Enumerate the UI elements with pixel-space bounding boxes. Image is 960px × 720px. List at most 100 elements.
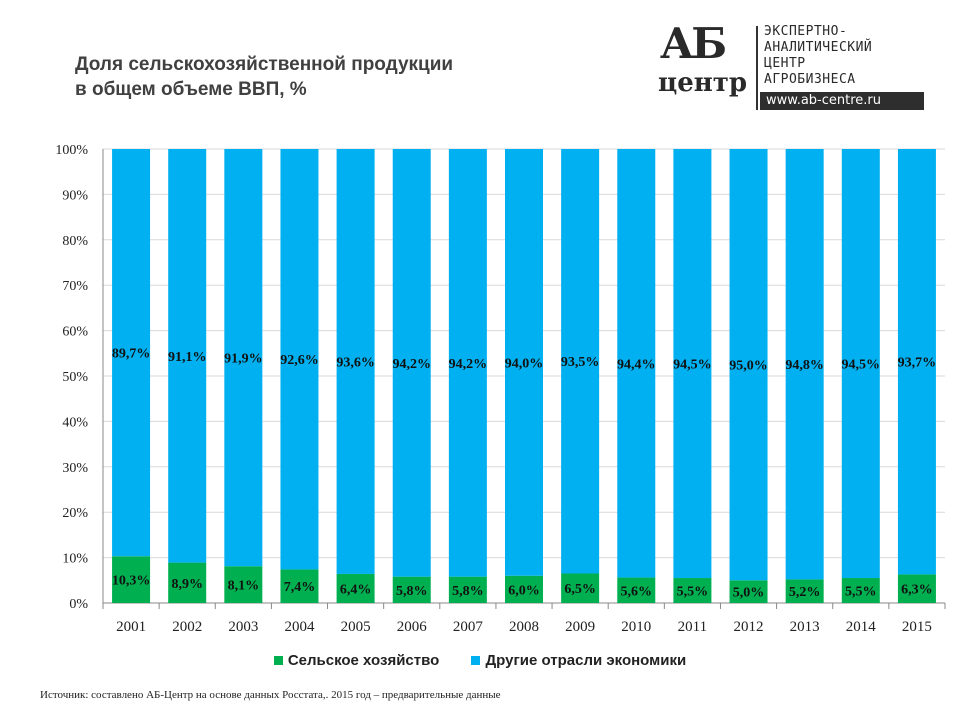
data-label: 6,3% (901, 583, 933, 598)
bar-agriculture (168, 562, 207, 603)
bar-other (785, 149, 824, 580)
x-tick-label: 2005 (341, 619, 371, 635)
x-tick-label: 2004 (284, 619, 315, 635)
bar-agriculture (112, 556, 151, 603)
y-tick-label: 20% (62, 506, 88, 521)
data-label: 94,5% (673, 358, 712, 373)
logo-line-1: ЭКСПЕРТНО- (764, 24, 848, 39)
y-tick-label: 50% (62, 370, 88, 385)
bar-other (224, 149, 263, 567)
data-label: 94,4% (617, 357, 656, 372)
logo-line-3: ЦЕНТР (764, 56, 806, 71)
data-label: 91,9% (224, 352, 263, 367)
title-line-1: Доля сельскохозяйственной продукции (75, 54, 454, 75)
bar-other (280, 149, 319, 570)
y-tick-label: 0% (69, 597, 88, 612)
bar-agriculture (224, 566, 263, 603)
bar-agriculture (841, 578, 880, 603)
data-label: 6,5% (564, 582, 596, 597)
x-tick-label: 2009 (565, 619, 595, 635)
legend-item-other: Другие отрасли экономики (471, 652, 686, 669)
y-tick-label: 10% (62, 552, 88, 567)
bar-other (336, 149, 375, 574)
data-label: 94,8% (785, 358, 824, 373)
x-tick-label: 2002 (172, 619, 202, 635)
bar-other (112, 149, 151, 557)
data-label: 94,2% (449, 357, 488, 372)
bar-agriculture (280, 569, 319, 603)
bar-other (673, 149, 712, 579)
data-label: 94,2% (392, 357, 431, 372)
data-label: 94,0% (505, 356, 544, 371)
bar-other (729, 149, 768, 581)
logo-text: ЭКСПЕРТНО- АНАЛИТИЧЕСКИЙ ЦЕНТР АГРОБИЗНЕ… (764, 24, 872, 88)
bar-agriculture (617, 577, 656, 603)
y-tick-label: 60% (62, 325, 88, 340)
y-tick-label: 90% (62, 188, 88, 203)
y-tick-label: 80% (62, 234, 88, 249)
x-tick-label: 2006 (397, 619, 428, 635)
bar-other (897, 149, 936, 575)
source-note: Источник: составлено АБ-Центр на основе … (40, 689, 501, 701)
data-label: 5,5% (845, 585, 877, 600)
logo-url: www.ab-centre.ru (760, 92, 924, 110)
x-tick-label: 2015 (902, 619, 932, 635)
bar-agriculture (448, 576, 487, 603)
legend-label: Другие отрасли экономики (485, 652, 687, 669)
bar-other (561, 149, 600, 574)
legend-swatch (471, 656, 481, 665)
data-label: 5,5% (677, 585, 709, 600)
y-tick-label: 40% (62, 415, 88, 430)
bar-other (448, 149, 487, 577)
bar-agriculture (392, 576, 431, 603)
bar-agriculture (729, 580, 768, 603)
data-label: 93,7% (898, 356, 937, 371)
bar-agriculture (505, 575, 543, 603)
bar-other (505, 149, 543, 576)
logo-mark: АБ (660, 19, 727, 68)
data-label: 92,6% (280, 353, 319, 368)
ab-centre-logo: АБ центр ЭКСПЕРТНО- АНАЛИТИЧЕСКИЙ ЦЕНТР … (656, 22, 926, 114)
data-label: 91,1% (168, 350, 207, 365)
bar-other (168, 149, 207, 563)
legend-item-agriculture: Сельское хозяйство (273, 652, 440, 669)
bar-other (617, 149, 656, 578)
data-label: 5,6% (621, 584, 653, 599)
bar-other (841, 149, 880, 579)
x-tick-label: 2008 (509, 619, 539, 635)
data-label: 8,9% (171, 577, 203, 592)
chart-title: Доля сельскохозяйственной продукции в об… (75, 52, 453, 102)
y-tick-label: 70% (62, 279, 88, 294)
y-tick-label: 100% (55, 143, 88, 158)
data-label: 7,4% (284, 580, 316, 595)
bar-agriculture (673, 578, 712, 603)
bar-other (392, 149, 431, 577)
data-label: 10,3% (112, 574, 151, 589)
data-label: 6,4% (340, 582, 372, 597)
x-tick-label: 2013 (790, 619, 820, 635)
logo-divider (756, 26, 758, 110)
data-label: 95,0% (729, 359, 768, 374)
bar-agriculture (785, 579, 824, 603)
legend-label: Сельское хозяйство (287, 652, 440, 669)
x-tick-label: 2003 (228, 619, 258, 635)
logo-line-2: АНАЛИТИЧЕСКИЙ (764, 40, 873, 55)
data-label: 6,0% (508, 583, 540, 598)
data-label: 5,2% (789, 585, 821, 600)
title-line-2: в общем объеме ВВП, % (75, 79, 307, 100)
logo-line-4: АГРОБИЗНЕСА (764, 72, 856, 87)
x-tick-label: 2001 (116, 619, 146, 635)
bar-agriculture (336, 573, 375, 603)
x-tick-label: 2007 (453, 619, 484, 635)
data-label: 5,8% (452, 584, 484, 599)
data-label: 8,1% (228, 579, 260, 594)
x-tick-label: 2010 (621, 619, 651, 635)
bar-agriculture (897, 574, 936, 603)
bar-agriculture (561, 573, 600, 603)
x-tick-label: 2011 (678, 619, 707, 635)
data-label: 94,5% (842, 358, 881, 373)
data-label: 5,0% (733, 586, 765, 601)
x-tick-label: 2012 (734, 619, 764, 635)
x-tick-label: 2014 (846, 619, 877, 635)
